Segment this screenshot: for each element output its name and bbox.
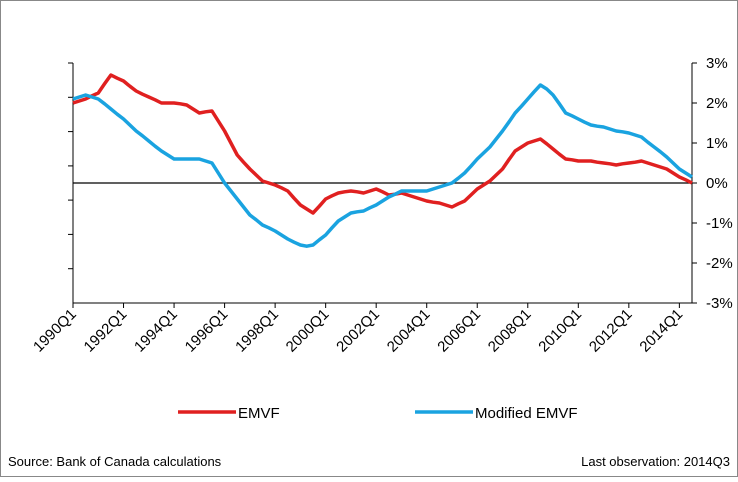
legend-label: Modified EMVF (475, 405, 578, 422)
y-tick-label: 0% (706, 175, 728, 192)
note: Last observation: 2014Q3 (581, 454, 730, 469)
y-tick-label: -2% (706, 255, 733, 272)
y-tick-label: -1% (706, 215, 733, 232)
left-axis-ticks (68, 62, 73, 270)
source: Source: Bank of Canada calculations (8, 454, 222, 469)
y-tick-label: 2% (706, 95, 728, 112)
series-line (72, 83, 693, 248)
y-tick-label: 1% (706, 135, 728, 152)
y-tick-label: 3% (706, 55, 728, 72)
legend-label: EMVF (238, 405, 280, 422)
series-line (72, 73, 693, 215)
y-tick-label: -3% (706, 295, 733, 312)
